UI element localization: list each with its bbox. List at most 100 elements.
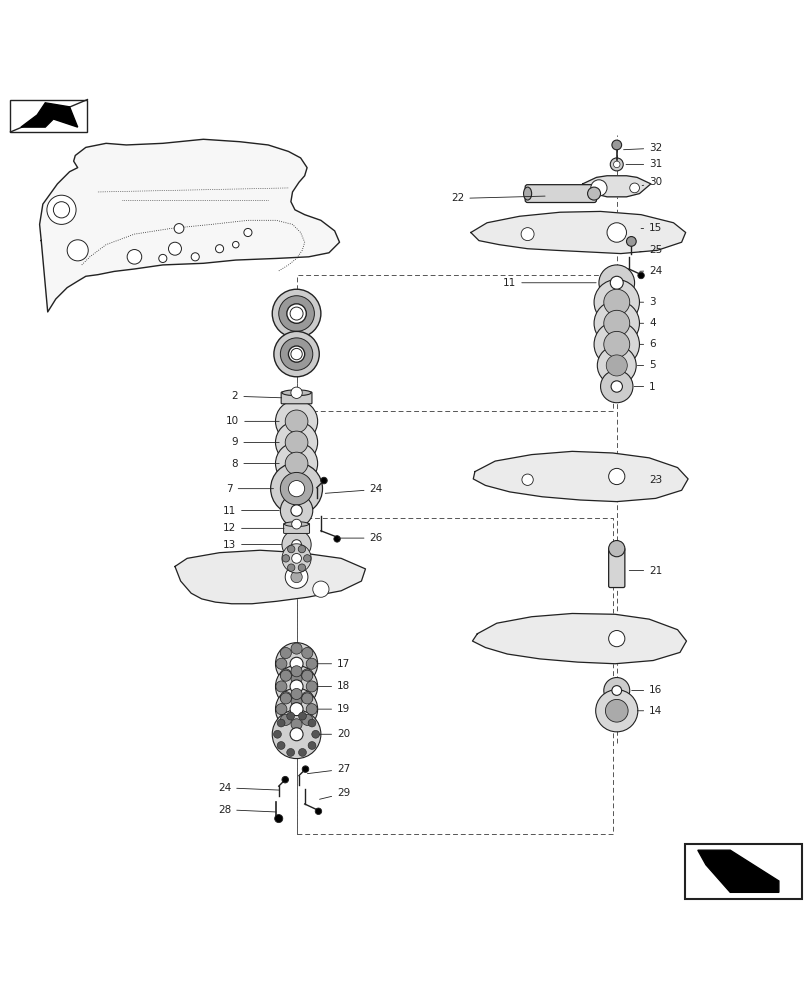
Text: 19: 19: [317, 704, 350, 714]
Circle shape: [281, 530, 311, 559]
Circle shape: [610, 158, 623, 171]
Text: 32: 32: [623, 143, 662, 153]
Circle shape: [603, 678, 629, 703]
Text: 24: 24: [639, 266, 662, 276]
Circle shape: [290, 719, 302, 730]
Circle shape: [289, 456, 303, 471]
Circle shape: [276, 681, 286, 692]
Circle shape: [290, 643, 302, 654]
Circle shape: [290, 387, 302, 398]
FancyBboxPatch shape: [608, 548, 624, 588]
Circle shape: [243, 228, 251, 237]
Circle shape: [626, 237, 636, 246]
Circle shape: [278, 296, 314, 331]
Circle shape: [594, 301, 639, 346]
FancyBboxPatch shape: [684, 844, 801, 899]
Circle shape: [280, 714, 291, 725]
Circle shape: [285, 566, 307, 588]
Circle shape: [613, 161, 620, 168]
Circle shape: [289, 414, 303, 429]
Circle shape: [273, 331, 319, 377]
Polygon shape: [472, 613, 685, 664]
Circle shape: [280, 692, 291, 703]
Circle shape: [275, 421, 317, 464]
Circle shape: [280, 670, 291, 681]
Circle shape: [609, 703, 624, 718]
Circle shape: [611, 686, 621, 695]
Ellipse shape: [587, 187, 600, 200]
Circle shape: [286, 304, 306, 323]
Circle shape: [606, 355, 627, 376]
Circle shape: [608, 294, 624, 310]
Circle shape: [290, 688, 302, 700]
Text: 13: 13: [222, 540, 281, 550]
Text: 2: 2: [231, 391, 281, 401]
Text: 21: 21: [629, 566, 662, 576]
Circle shape: [608, 336, 624, 352]
Circle shape: [290, 703, 303, 716]
Polygon shape: [470, 211, 684, 254]
Text: 26: 26: [338, 533, 382, 543]
Circle shape: [597, 346, 636, 385]
Circle shape: [191, 253, 199, 261]
Circle shape: [306, 681, 317, 692]
Text: 14: 14: [637, 706, 662, 716]
Circle shape: [215, 245, 223, 253]
Circle shape: [303, 555, 311, 562]
Text: 30: 30: [642, 177, 662, 187]
Circle shape: [291, 519, 301, 529]
FancyBboxPatch shape: [11, 100, 88, 132]
Text: 17: 17: [317, 659, 350, 669]
Circle shape: [302, 692, 312, 703]
Circle shape: [270, 463, 322, 515]
Circle shape: [276, 704, 286, 715]
Polygon shape: [582, 176, 650, 197]
Circle shape: [288, 346, 304, 362]
Circle shape: [287, 564, 294, 571]
Circle shape: [67, 240, 88, 261]
Circle shape: [277, 742, 285, 749]
Circle shape: [276, 658, 286, 669]
Circle shape: [302, 714, 312, 725]
Circle shape: [306, 658, 317, 669]
Circle shape: [281, 544, 311, 573]
Circle shape: [272, 289, 320, 338]
Text: 28: 28: [217, 805, 276, 815]
Text: 10: 10: [225, 416, 279, 426]
Circle shape: [169, 242, 181, 255]
Text: 7: 7: [225, 484, 273, 494]
Text: 9: 9: [231, 437, 279, 447]
Circle shape: [521, 228, 534, 241]
Circle shape: [290, 571, 302, 583]
Circle shape: [290, 696, 302, 707]
Circle shape: [280, 669, 291, 680]
Text: 20: 20: [320, 729, 350, 739]
Circle shape: [280, 693, 291, 704]
Ellipse shape: [523, 187, 531, 200]
Circle shape: [286, 749, 294, 756]
Circle shape: [232, 241, 238, 248]
Circle shape: [290, 728, 303, 741]
Circle shape: [275, 688, 317, 730]
Circle shape: [629, 183, 639, 193]
Circle shape: [291, 554, 301, 563]
Circle shape: [275, 665, 317, 708]
Circle shape: [275, 442, 317, 485]
Circle shape: [610, 276, 623, 289]
Circle shape: [290, 680, 303, 693]
Circle shape: [281, 776, 288, 783]
Circle shape: [302, 693, 312, 704]
Circle shape: [280, 338, 312, 370]
Ellipse shape: [281, 390, 311, 396]
Polygon shape: [174, 550, 365, 604]
Circle shape: [274, 815, 282, 823]
Circle shape: [311, 730, 320, 738]
Circle shape: [608, 315, 624, 331]
Circle shape: [521, 474, 533, 485]
Circle shape: [288, 481, 304, 497]
Text: 25: 25: [639, 245, 662, 255]
Text: 6: 6: [639, 339, 655, 349]
Circle shape: [298, 712, 306, 720]
Circle shape: [608, 468, 624, 485]
Circle shape: [289, 435, 303, 450]
